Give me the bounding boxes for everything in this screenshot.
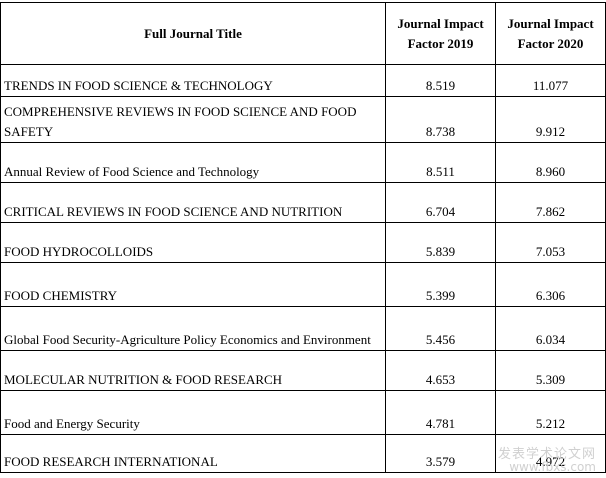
- table-row: Annual Review of Food Science and Techno…: [0, 142, 606, 183]
- jif-2019-cell: 5.456: [385, 306, 496, 351]
- journal-title-cell: Annual Review of Food Science and Techno…: [0, 142, 386, 183]
- jif-2020-cell: 9.912: [495, 96, 606, 143]
- table-row: CRITICAL REVIEWS IN FOOD SCIENCE AND NUT…: [0, 182, 606, 223]
- table-row: Global Food Security-Agriculture Policy …: [0, 306, 606, 351]
- header-jif-2020: Journal Impact Factor 2020: [495, 2, 606, 65]
- table-row: Food and Energy Security 4.781 5.212: [0, 390, 606, 435]
- jif-2020-cell: 7.053: [495, 222, 606, 263]
- journal-title-cell: FOOD CHEMISTRY: [0, 262, 386, 307]
- jif-2020-cell: 5.212: [495, 390, 606, 435]
- journal-title-cell: MOLECULAR NUTRITION & FOOD RESEARCH: [0, 350, 386, 391]
- journal-title-cell: CRITICAL REVIEWS IN FOOD SCIENCE AND NUT…: [0, 182, 386, 223]
- jif-2020-cell: 5.309: [495, 350, 606, 391]
- header-row: Full Journal Title Journal Impact Factor…: [0, 2, 606, 65]
- table-row: TRENDS IN FOOD SCIENCE & TECHNOLOGY 8.51…: [0, 64, 606, 97]
- jif-2020-cell: 4.972: [495, 434, 606, 473]
- jif-2019-cell: 5.399: [385, 262, 496, 307]
- jif-2020-cell: 7.862: [495, 182, 606, 223]
- journal-title-cell: Global Food Security-Agriculture Policy …: [0, 306, 386, 351]
- jif-2019-cell: 8.519: [385, 64, 496, 97]
- jif-2019-cell: 6.704: [385, 182, 496, 223]
- jif-2019-cell: 5.839: [385, 222, 496, 263]
- jif-2019-cell: 8.511: [385, 142, 496, 183]
- journal-title-cell: FOOD RESEARCH INTERNATIONAL: [0, 434, 386, 473]
- table-row: FOOD CHEMISTRY 5.399 6.306: [0, 262, 606, 307]
- jif-2020-cell: 6.034: [495, 306, 606, 351]
- jif-2020-cell: 11.077: [495, 64, 606, 97]
- header-jif-2019: Journal Impact Factor 2019: [385, 2, 496, 65]
- jif-2020-cell: 8.960: [495, 142, 606, 183]
- journal-title-cell: COMPREHENSIVE REVIEWS IN FOOD SCIENCE AN…: [0, 96, 386, 143]
- jif-2019-cell: 8.738: [385, 96, 496, 143]
- jif-2020-cell: 6.306: [495, 262, 606, 307]
- table-row: FOOD HYDROCOLLOIDS 5.839 7.053: [0, 222, 606, 263]
- journal-title-cell: Food and Energy Security: [0, 390, 386, 435]
- table-row: FOOD RESEARCH INTERNATIONAL 3.579 4.972: [0, 434, 606, 473]
- journal-title-cell: TRENDS IN FOOD SCIENCE & TECHNOLOGY: [0, 64, 386, 97]
- table-row: COMPREHENSIVE REVIEWS IN FOOD SCIENCE AN…: [0, 96, 606, 143]
- jif-2019-cell: 3.579: [385, 434, 496, 473]
- journal-title-cell: FOOD HYDROCOLLOIDS: [0, 222, 386, 263]
- jif-2019-cell: 4.781: [385, 390, 496, 435]
- jif-2019-cell: 4.653: [385, 350, 496, 391]
- table-row: MOLECULAR NUTRITION & FOOD RESEARCH 4.65…: [0, 350, 606, 391]
- header-full-journal-title: Full Journal Title: [0, 2, 386, 65]
